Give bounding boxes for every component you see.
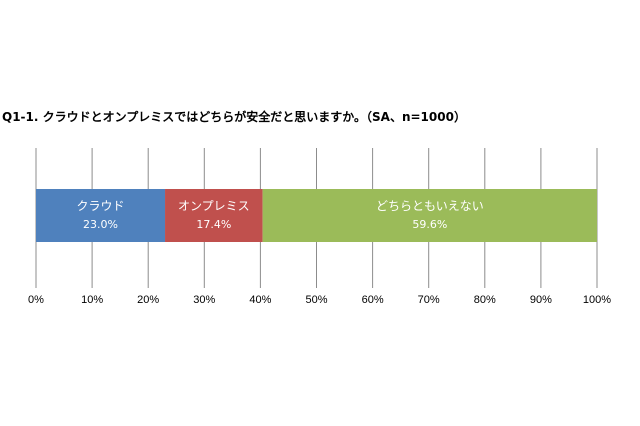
x-tick-label: 40% bbox=[249, 294, 271, 306]
segment-value-label: 23.0% bbox=[83, 218, 118, 231]
x-tick-label: 100% bbox=[583, 294, 611, 306]
segment-name-label: クラウド bbox=[77, 199, 125, 213]
x-tick-label: 70% bbox=[418, 294, 440, 306]
segment-name-label: オンプレミス bbox=[178, 199, 250, 213]
bar-segment bbox=[262, 189, 597, 242]
chart-title: Q1-1. クラウドとオンプレミスではどちらが安全だと思いますか。（SA、n=1… bbox=[2, 110, 466, 124]
segment-value-label: 59.6% bbox=[412, 218, 447, 231]
x-tick-label: 50% bbox=[305, 294, 327, 306]
x-tick-label: 30% bbox=[193, 294, 215, 306]
segment-value-label: 17.4% bbox=[196, 218, 231, 231]
x-axis-ticks: 0% 10% 20% 30% 40% 50% 60% 70% 80% 90% 100% bbox=[28, 294, 611, 306]
bar-segment bbox=[165, 189, 263, 242]
bar-segments: クラウド 23.0% オンプレミス 17.4% どちらともいえない 59.6% bbox=[36, 189, 597, 242]
x-tick-label: 20% bbox=[137, 294, 159, 306]
x-tick-label: 60% bbox=[362, 294, 384, 306]
x-tick-label: 10% bbox=[81, 294, 103, 306]
x-tick-label: 80% bbox=[474, 294, 496, 306]
bar-segment bbox=[36, 189, 166, 242]
x-tick-label: 0% bbox=[28, 294, 44, 306]
segment-name-label: どちらともいえない bbox=[376, 199, 484, 213]
x-tick-label: 90% bbox=[530, 294, 552, 306]
